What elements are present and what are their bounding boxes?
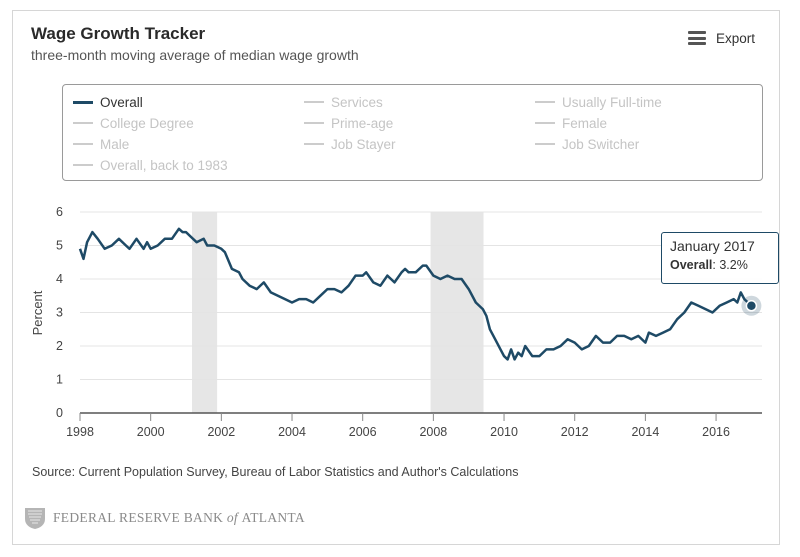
chart-subtitle: three-month moving average of median wag… [31, 47, 359, 63]
legend-swatch [535, 143, 555, 145]
legend: Overall Services Usually Full-time Colle… [62, 84, 763, 181]
x-tick-label: 2012 [561, 425, 589, 439]
legend-label[interactable]: Female [562, 115, 608, 131]
y-tick-label: 5 [56, 239, 63, 253]
legend-item-female[interactable]: Female [535, 114, 607, 132]
legend-label[interactable]: Prime-age [331, 115, 394, 131]
export-label[interactable]: Export [716, 30, 756, 46]
x-tick-label: 2006 [349, 425, 377, 439]
footer-logo[interactable]: FEDERAL RESERVE BANK of ATLANTA [24, 506, 305, 530]
tooltip-date: January 2017 [670, 238, 755, 254]
legend-item-services[interactable]: Services [304, 93, 383, 111]
y-tick-label: 4 [56, 272, 63, 286]
source-note: Source: Current Population Survey, Burea… [32, 465, 519, 479]
legend-label[interactable]: Services [331, 94, 383, 110]
x-tick-label: 2004 [278, 425, 306, 439]
y-tick-label: 2 [56, 339, 63, 353]
chart-title: Wage Growth Tracker [31, 24, 206, 43]
x-tick-label: 2016 [702, 425, 730, 439]
legend-item-job-stayer[interactable]: Job Stayer [304, 135, 396, 153]
y-tick-label: 0 [56, 406, 63, 420]
footer-institution-of: of [226, 510, 238, 525]
tooltip: January 2017 Overall: 3.2% [661, 232, 779, 284]
legend-item-job-switcher[interactable]: Job Switcher [535, 135, 639, 153]
x-tick-label: 2000 [137, 425, 165, 439]
legend-label[interactable]: Male [100, 136, 130, 152]
legend-label[interactable]: Usually Full-time [562, 94, 662, 110]
legend-item-college-degree[interactable]: College Degree [73, 114, 194, 132]
legend-swatch [304, 122, 324, 124]
legend-swatch [304, 101, 324, 103]
y-tick-label: 3 [56, 306, 63, 320]
legend-item-overall-back-to-1983[interactable]: Overall, back to 1983 [73, 156, 228, 174]
legend-item-male[interactable]: Male [73, 135, 129, 153]
tooltip-value-line: Overall: 3.2% [670, 258, 748, 272]
hamburger-menu-icon[interactable] [688, 31, 706, 45]
legend-swatch [73, 164, 93, 166]
legend-swatch [73, 100, 93, 104]
footer-institution-post: ATLANTA [241, 510, 305, 525]
x-tick-label: 1998 [66, 425, 94, 439]
legend-item-usually-full-time[interactable]: Usually Full-time [535, 93, 662, 111]
fed-seal-icon [25, 508, 45, 529]
legend-label[interactable]: College Degree [100, 115, 194, 131]
legend-item-prime-age[interactable]: Prime-age [304, 114, 393, 132]
legend-swatch [73, 143, 93, 145]
tooltip-series-name: Overall [670, 258, 713, 272]
legend-label[interactable]: Overall [100, 94, 143, 110]
y-axis-label: Percent [30, 290, 45, 335]
y-tick-label: 1 [56, 373, 63, 387]
tooltip-value: 3.2% [719, 258, 748, 272]
footer-institution-pre: FEDERAL RESERVE BANK [53, 510, 224, 525]
legend-label[interactable]: Job Switcher [562, 136, 640, 152]
x-tick-label: 2008 [419, 425, 447, 439]
series-line-overall[interactable] [78, 227, 753, 361]
x-tick-label: 2002 [207, 425, 235, 439]
legend-swatch [535, 101, 555, 103]
legend-label[interactable]: Job Stayer [331, 136, 396, 152]
y-tick-label: 6 [56, 205, 63, 219]
legend-swatch [304, 143, 324, 145]
legend-swatch [73, 122, 93, 124]
legend-swatch [535, 122, 555, 124]
x-tick-label: 2014 [631, 425, 659, 439]
export-button[interactable]: Export [688, 28, 755, 48]
highlight-point[interactable] [745, 300, 758, 312]
x-tick-label: 2010 [490, 425, 518, 439]
legend-item-overall[interactable]: Overall [73, 93, 143, 111]
legend-label[interactable]: Overall, back to 1983 [100, 157, 228, 173]
